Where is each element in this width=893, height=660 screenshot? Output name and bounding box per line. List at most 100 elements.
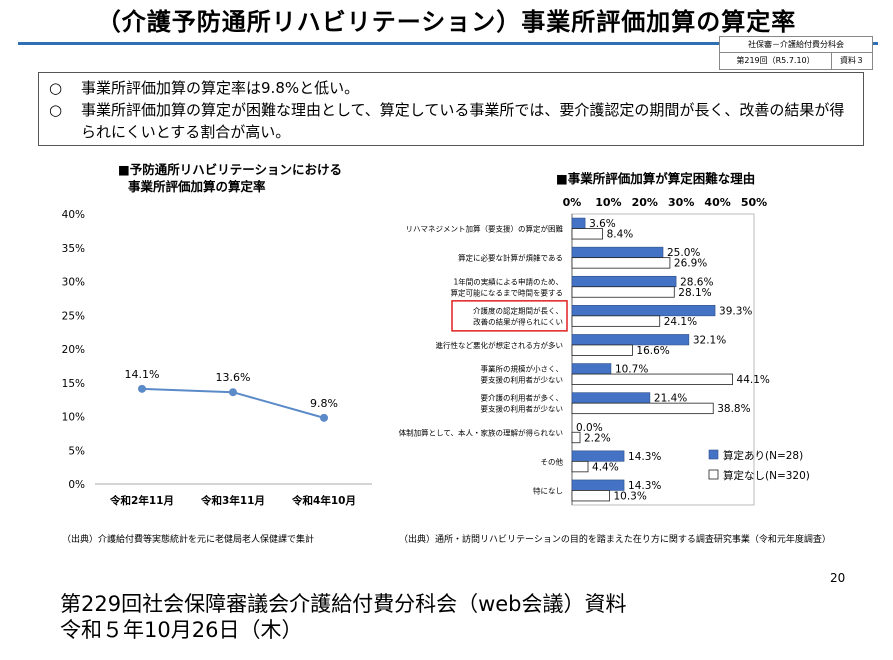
y-tick-label: 10%: [62, 412, 85, 424]
y-tick-label: 20%: [62, 344, 85, 356]
highlight-box: [451, 300, 568, 332]
x-tick-label: 令和2年11月: [109, 494, 174, 507]
bar-santei-nashi: [571, 228, 603, 240]
data-point: [138, 384, 146, 393]
bar-santei-ari: [571, 217, 586, 229]
data-label: 26.9%: [674, 258, 707, 270]
category-label: 要支援の利用者が少ない: [481, 375, 564, 385]
data-label: 8.4%: [607, 229, 634, 241]
bar-santei-nashi: [571, 257, 671, 269]
bar-santei-ari: [571, 392, 651, 404]
meta-committee: 社保審－介護給付費分科会: [720, 37, 872, 53]
y-tick-label: 15%: [62, 378, 85, 390]
meta-doc-number: 資料３: [840, 56, 864, 65]
summary-point: ○ 事業所評価加算の算定率は9.8%と低い。: [49, 77, 853, 99]
summary-bullet: ○: [49, 79, 63, 97]
x-tick-label: 30%: [668, 196, 694, 209]
left-chart-title: ■予防通所リハビリテーションにおける 事業所評価加算の算定率: [118, 161, 342, 195]
right-chart-title: ■事業所評価加算が算定困難な理由: [556, 171, 756, 186]
category-label: 算定に必要な計算が煩雑である: [458, 253, 563, 263]
summary-text: 事業所評価加算の算定率は9.8%と低い。: [81, 79, 360, 97]
category-label: 要介護の利用者が多く、: [481, 393, 564, 403]
bar-santei-ari: [571, 334, 690, 346]
bar-santei-ari: [571, 479, 625, 491]
data-label: 44.1%: [737, 374, 770, 386]
footer-line2: 令和５年10月26日（木）: [60, 618, 303, 642]
category-label: 1年間の実績による申請のため、: [453, 276, 563, 286]
x-tick-label: 令和4年10月: [291, 494, 356, 507]
data-label: 16.6%: [636, 345, 669, 357]
bar-santei-nashi: [571, 373, 733, 385]
legend-swatch-nashi: [708, 469, 719, 480]
category-label: リハマネジメント加算（要支援）の算定が困難: [406, 224, 564, 234]
y-tick-label: 30%: [62, 277, 85, 289]
bar-santei-nashi: [571, 344, 633, 356]
summary-text: 事業所評価加算の算定が困難な理由として、算定している事業所では、要介護認定の期間…: [81, 101, 845, 141]
left-chart-title-line2: 事業所評価加算の算定率: [128, 179, 266, 194]
page-title: （介護予防通所リハビリテーション）事業所評価加算の算定率: [96, 8, 797, 36]
data-label: 28.1%: [678, 287, 711, 299]
x-tick-label: 令和3年11月: [200, 494, 265, 507]
y-tick-label: 40%: [62, 209, 85, 221]
x-tick-label: 20%: [632, 196, 658, 209]
bar-santei-ari: [571, 246, 664, 258]
summary-point: ○ 事業所評価加算の算定が困難な理由として、算定している事業所では、要介護認定の…: [49, 99, 853, 143]
y-tick-label: 0%: [68, 479, 85, 491]
data-label: 38.8%: [717, 403, 750, 415]
legend-swatch-ari: [708, 449, 719, 460]
data-label: 9.8%: [310, 397, 338, 410]
legend-label: 算定なし(N=320): [723, 469, 810, 482]
data-point: [320, 413, 328, 422]
bar-santei-nashi: [571, 431, 581, 444]
data-label: 10.7%: [615, 364, 648, 376]
data-label: 14.3%: [628, 451, 661, 463]
data-label: 25.0%: [667, 247, 700, 259]
bar-santei-nashi: [571, 402, 714, 415]
footer: 第229回社会保障審議会介護給付費分科会（web会議）資料 令和５年10月26日…: [60, 591, 627, 643]
data-label: 24.1%: [664, 316, 697, 328]
bar-santei-ari: [571, 275, 677, 288]
category-label: 体制加算として、本人・家族の理解が得られない: [399, 427, 563, 437]
bar-santei-nashi: [571, 490, 610, 502]
left-chart-title-line1: ■予防通所リハビリテーションにおける: [118, 162, 343, 177]
category-label: 要支援の利用者が少ない: [481, 404, 564, 414]
footer-line1: 第229回社会保障審議会介護給付費分科会（web会議）資料: [60, 592, 627, 616]
category-label: 進行性など悪化が想定される方が多い: [436, 340, 564, 350]
x-tick-label: 50%: [741, 196, 767, 209]
data-label: 4.4%: [592, 461, 619, 473]
bar-santei-nashi: [571, 460, 589, 473]
bar-santei-nashi: [571, 286, 675, 298]
bar-santei-ari: [571, 450, 625, 462]
left-chart-source: （出典）介護給付費等実態統計を元に老健局老人保健課で集計: [62, 535, 315, 545]
data-label: 13.6%: [216, 371, 251, 384]
summary-box: ○ 事業所評価加算の算定率は9.8%と低い。 ○ 事業所評価加算の算定が困難な理…: [38, 72, 864, 146]
data-point: [229, 388, 237, 397]
page-number: 20: [830, 571, 846, 585]
y-tick-label: 25%: [62, 310, 85, 322]
x-tick-label: 40%: [704, 196, 730, 209]
data-label: 0.0%: [576, 422, 603, 434]
y-tick-label: 5%: [68, 445, 85, 457]
summary-bullet: ○: [49, 101, 63, 119]
category-label: 算定可能になるまで時間を要する: [451, 287, 564, 297]
category-label: 介護度の認定期間が長く、: [473, 305, 563, 315]
bar-santei-ari: [571, 363, 612, 375]
y-tick-label: 35%: [62, 243, 85, 255]
bar-santei-ari: [571, 305, 716, 317]
bar-santei-nashi: [571, 315, 661, 327]
data-label: 32.1%: [693, 334, 726, 346]
data-label: 28.6%: [680, 276, 713, 288]
category-label: 特になし: [533, 485, 563, 495]
category-label: 改善の結果が得られにくい: [473, 316, 563, 326]
category-label: 事業所の規模が小さく、: [481, 364, 564, 374]
x-tick-label: 10%: [595, 196, 621, 209]
x-tick-label: 0%: [563, 196, 582, 209]
data-label: 39.3%: [719, 305, 752, 317]
document-meta-box: 社保審－介護給付費分科会 第219回（R5.7.10） 資料３: [719, 36, 873, 70]
legend-label: 算定あり(N=28): [723, 449, 803, 462]
data-label: 2.2%: [584, 432, 611, 444]
title-underline: [18, 42, 878, 45]
data-label: 3.6%: [589, 218, 616, 230]
